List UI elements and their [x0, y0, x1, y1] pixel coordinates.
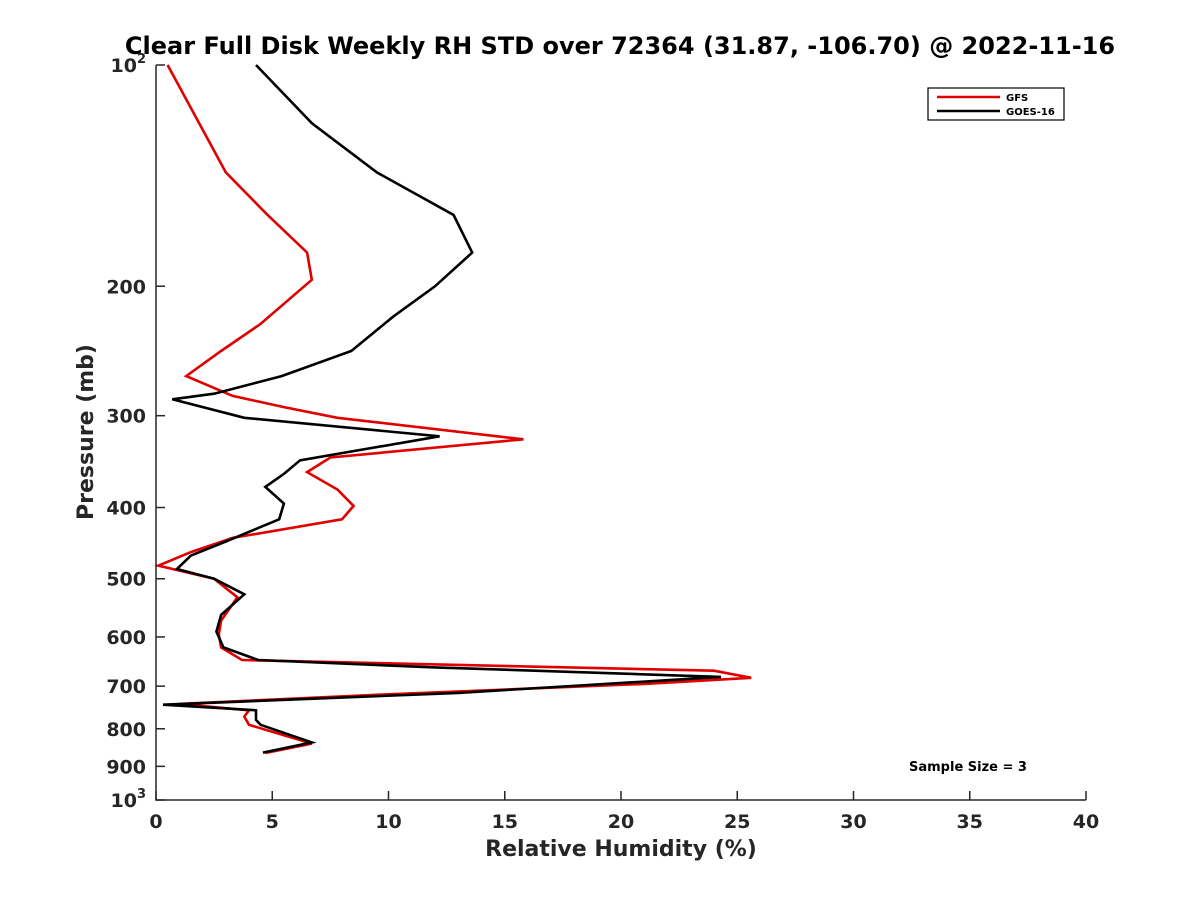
x-tick-label: 40 — [1073, 811, 1099, 833]
x-axis-ticks: 0 5 10 15 20 25 30 35 40 — [149, 791, 1099, 833]
chart-title: Clear Full Disk Weekly RH STD over 72364… — [125, 32, 1115, 60]
legend: GFS GOES-16 — [927, 87, 1065, 121]
legend-label-gfs: GFS — [1006, 93, 1028, 104]
y-tick-label: 500 — [106, 569, 146, 591]
y-tick-label: 300 — [106, 406, 146, 428]
x-tick-label: 5 — [266, 811, 279, 833]
y-axis-label: Pressure (mb) — [74, 344, 99, 520]
series-line-goes16 — [162, 64, 722, 754]
x-tick-label: 20 — [608, 811, 634, 833]
legend-label-goes16: GOES-16 — [1006, 107, 1055, 118]
y-tick-label: 700 — [106, 676, 146, 698]
x-axis-label: Relative Humidity (%) — [485, 837, 757, 862]
x-tick-label: 35 — [957, 811, 983, 833]
y-tick-label: 800 — [106, 719, 146, 741]
plot-series — [154, 64, 752, 755]
y-tick-label: 600 — [106, 627, 146, 649]
y-tick-label: 103 — [111, 787, 147, 812]
y-tick-label: 400 — [106, 498, 146, 520]
sample-size-annotation: Sample Size = 3 — [909, 760, 1027, 775]
y-tick-label: 102 — [111, 52, 147, 77]
x-tick-label: 30 — [840, 811, 866, 833]
y-axis-ticks: 102 200 300 400 500 600 700 800 900 103 — [106, 52, 165, 812]
legend-box — [927, 87, 1065, 121]
y-tick-label: 900 — [106, 756, 146, 778]
x-tick-label: 0 — [149, 811, 162, 833]
x-tick-label: 15 — [492, 811, 518, 833]
x-tick-label: 25 — [724, 811, 750, 833]
x-tick-label: 10 — [375, 811, 401, 833]
y-tick-label: 200 — [106, 276, 146, 298]
